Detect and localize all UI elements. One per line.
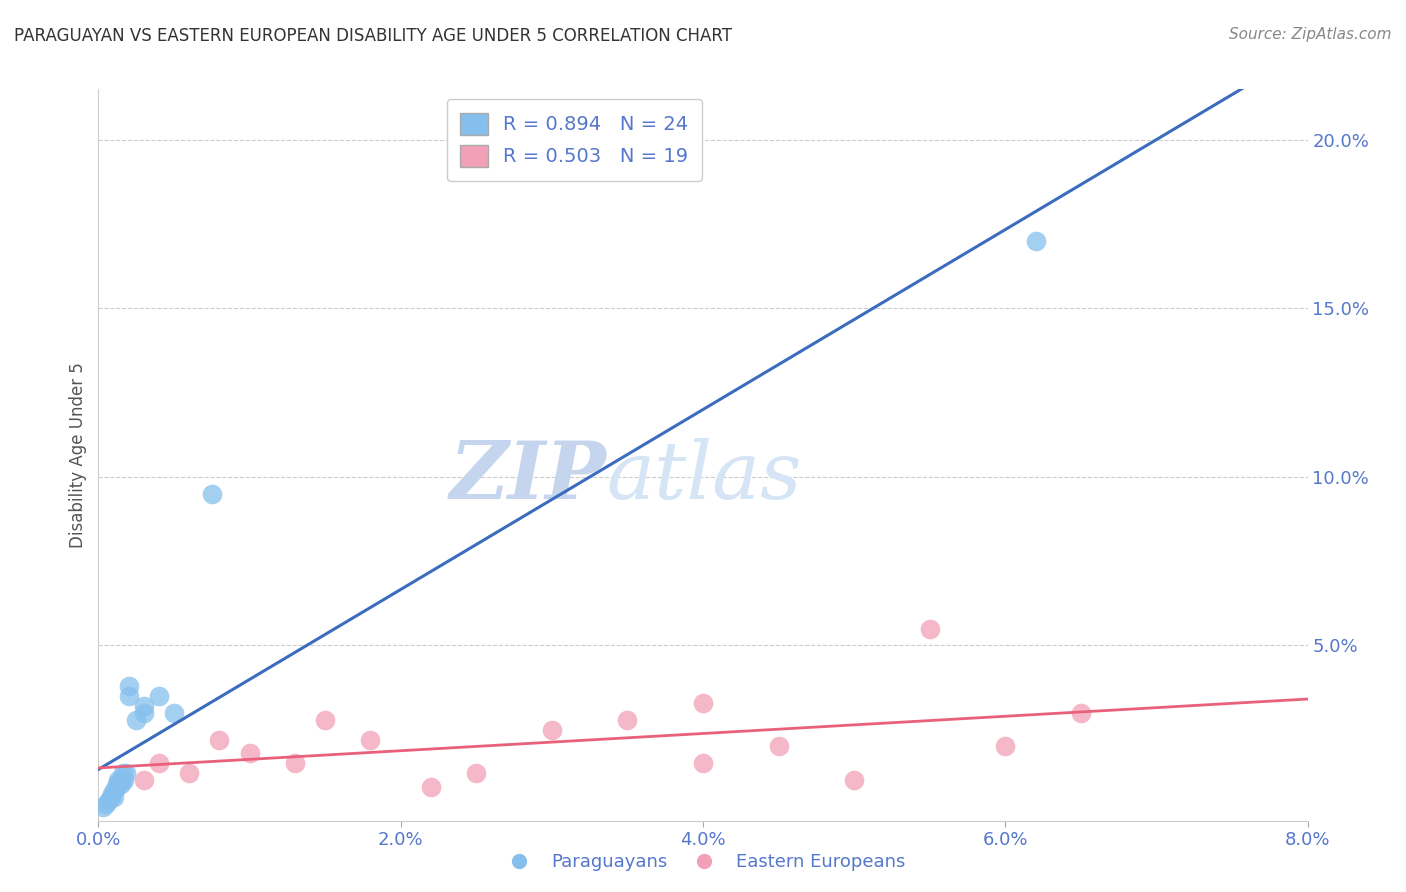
Point xyxy=(103,790,125,805)
Point xyxy=(103,783,125,797)
Legend: Paraguayans, Eastern Europeans: Paraguayans, Eastern Europeans xyxy=(494,847,912,879)
Point xyxy=(163,706,186,720)
Point xyxy=(844,773,866,788)
Point xyxy=(179,766,201,780)
Point xyxy=(107,773,129,788)
Point xyxy=(110,773,132,788)
Point xyxy=(105,780,128,794)
Point xyxy=(105,776,128,790)
Y-axis label: Disability Age Under 5: Disability Age Under 5 xyxy=(69,362,87,548)
Point xyxy=(768,739,790,754)
Point xyxy=(94,797,117,811)
Text: Source: ZipAtlas.com: Source: ZipAtlas.com xyxy=(1229,27,1392,42)
Point xyxy=(132,706,155,720)
Legend: R = 0.894   N = 24, R = 0.503   N = 19: R = 0.894 N = 24, R = 0.503 N = 19 xyxy=(447,99,702,181)
Point xyxy=(110,776,132,790)
Point xyxy=(692,756,714,771)
Text: ZIP: ZIP xyxy=(450,438,606,516)
Point xyxy=(208,732,231,747)
Point xyxy=(132,773,155,788)
Point xyxy=(616,713,638,727)
Point xyxy=(98,793,121,807)
Point xyxy=(1025,234,1047,248)
Point xyxy=(918,622,941,636)
Point xyxy=(118,689,141,703)
Point xyxy=(112,773,135,788)
Point xyxy=(148,689,170,703)
Point xyxy=(201,486,224,500)
Text: PARAGUAYAN VS EASTERN EUROPEAN DISABILITY AGE UNDER 5 CORRELATION CHART: PARAGUAYAN VS EASTERN EUROPEAN DISABILIT… xyxy=(14,27,733,45)
Point xyxy=(111,766,134,780)
Point xyxy=(239,746,262,760)
Point xyxy=(540,723,562,737)
Point xyxy=(148,756,170,771)
Point xyxy=(420,780,443,794)
Point xyxy=(284,756,307,771)
Point xyxy=(101,787,124,801)
Point xyxy=(314,713,336,727)
Point xyxy=(125,713,148,727)
Point xyxy=(465,766,488,780)
Point xyxy=(1070,706,1092,720)
Point xyxy=(118,679,141,693)
Point xyxy=(994,739,1017,754)
Point xyxy=(132,699,155,714)
Point xyxy=(692,696,714,710)
Text: atlas: atlas xyxy=(606,438,801,516)
Point xyxy=(360,732,382,747)
Point xyxy=(100,790,122,805)
Point xyxy=(114,766,136,780)
Point xyxy=(91,800,114,814)
